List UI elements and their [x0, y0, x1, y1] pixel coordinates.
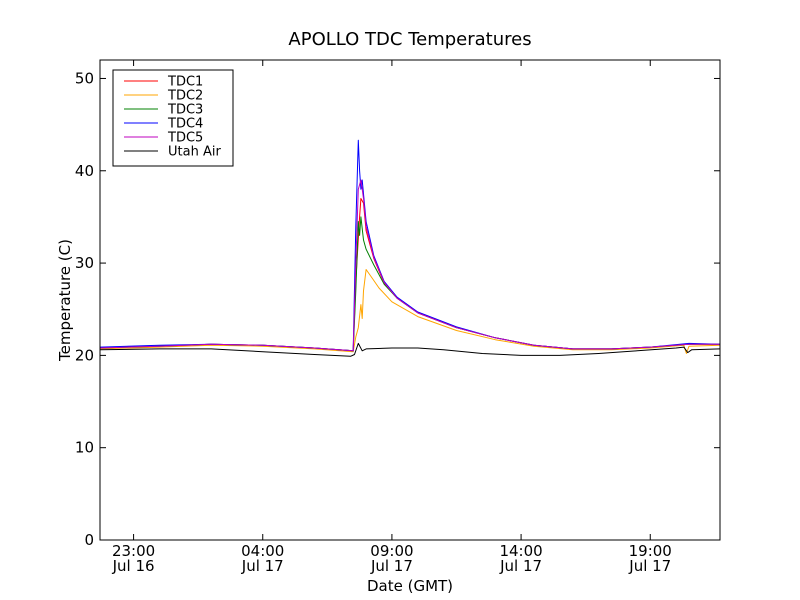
x-axis-label: Date (GMT) [367, 577, 453, 595]
y-tick-label: 10 [75, 439, 94, 457]
legend-label-tdc2: TDC2 [167, 89, 203, 104]
x-tick-label-time: 14:00 [499, 542, 542, 560]
y-axis-label: Temperature (C) [56, 239, 74, 362]
series-line-tdc5 [99, 179, 720, 352]
legend-label-utah-air: Utah Air [168, 145, 221, 160]
y-tick-label: 20 [75, 346, 94, 364]
legend-label-tdc3: TDC3 [167, 103, 203, 118]
x-tick-label-date: Jul 17 [241, 557, 284, 575]
y-axis-ticks: 0 10 20 30 40 50 [75, 69, 720, 549]
legend-label-tdc1: TDC1 [167, 75, 203, 90]
chart-title: APOLLO TDC Temperatures [288, 29, 531, 50]
series-line-tdc2 [99, 269, 721, 354]
x-tick-label-time: 04:00 [241, 542, 284, 560]
legend-label-tdc5: TDC5 [167, 131, 203, 146]
plot-frame [99, 59, 721, 541]
x-tick-label-date: Jul 17 [628, 557, 671, 575]
x-tick-label-date: Jul 17 [370, 557, 413, 575]
x-tick-label-date: Jul 17 [499, 557, 542, 575]
y-tick-label: 40 [75, 162, 94, 180]
x-tick-label-time: 19:00 [629, 542, 672, 560]
series-layer [99, 139, 721, 357]
y-tick-label: 50 [75, 69, 94, 87]
legend-box [112, 69, 234, 167]
x-tick-label-time: 23:00 [112, 542, 155, 560]
y-tick-label: 30 [75, 254, 94, 272]
x-tick-label-time: 09:00 [370, 542, 413, 560]
y-tick-label: 0 [84, 531, 94, 549]
legend-label-tdc4: TDC4 [167, 117, 203, 132]
series-line-utah-air [99, 342, 721, 357]
x-tick-label-date: Jul 16 [112, 557, 155, 575]
